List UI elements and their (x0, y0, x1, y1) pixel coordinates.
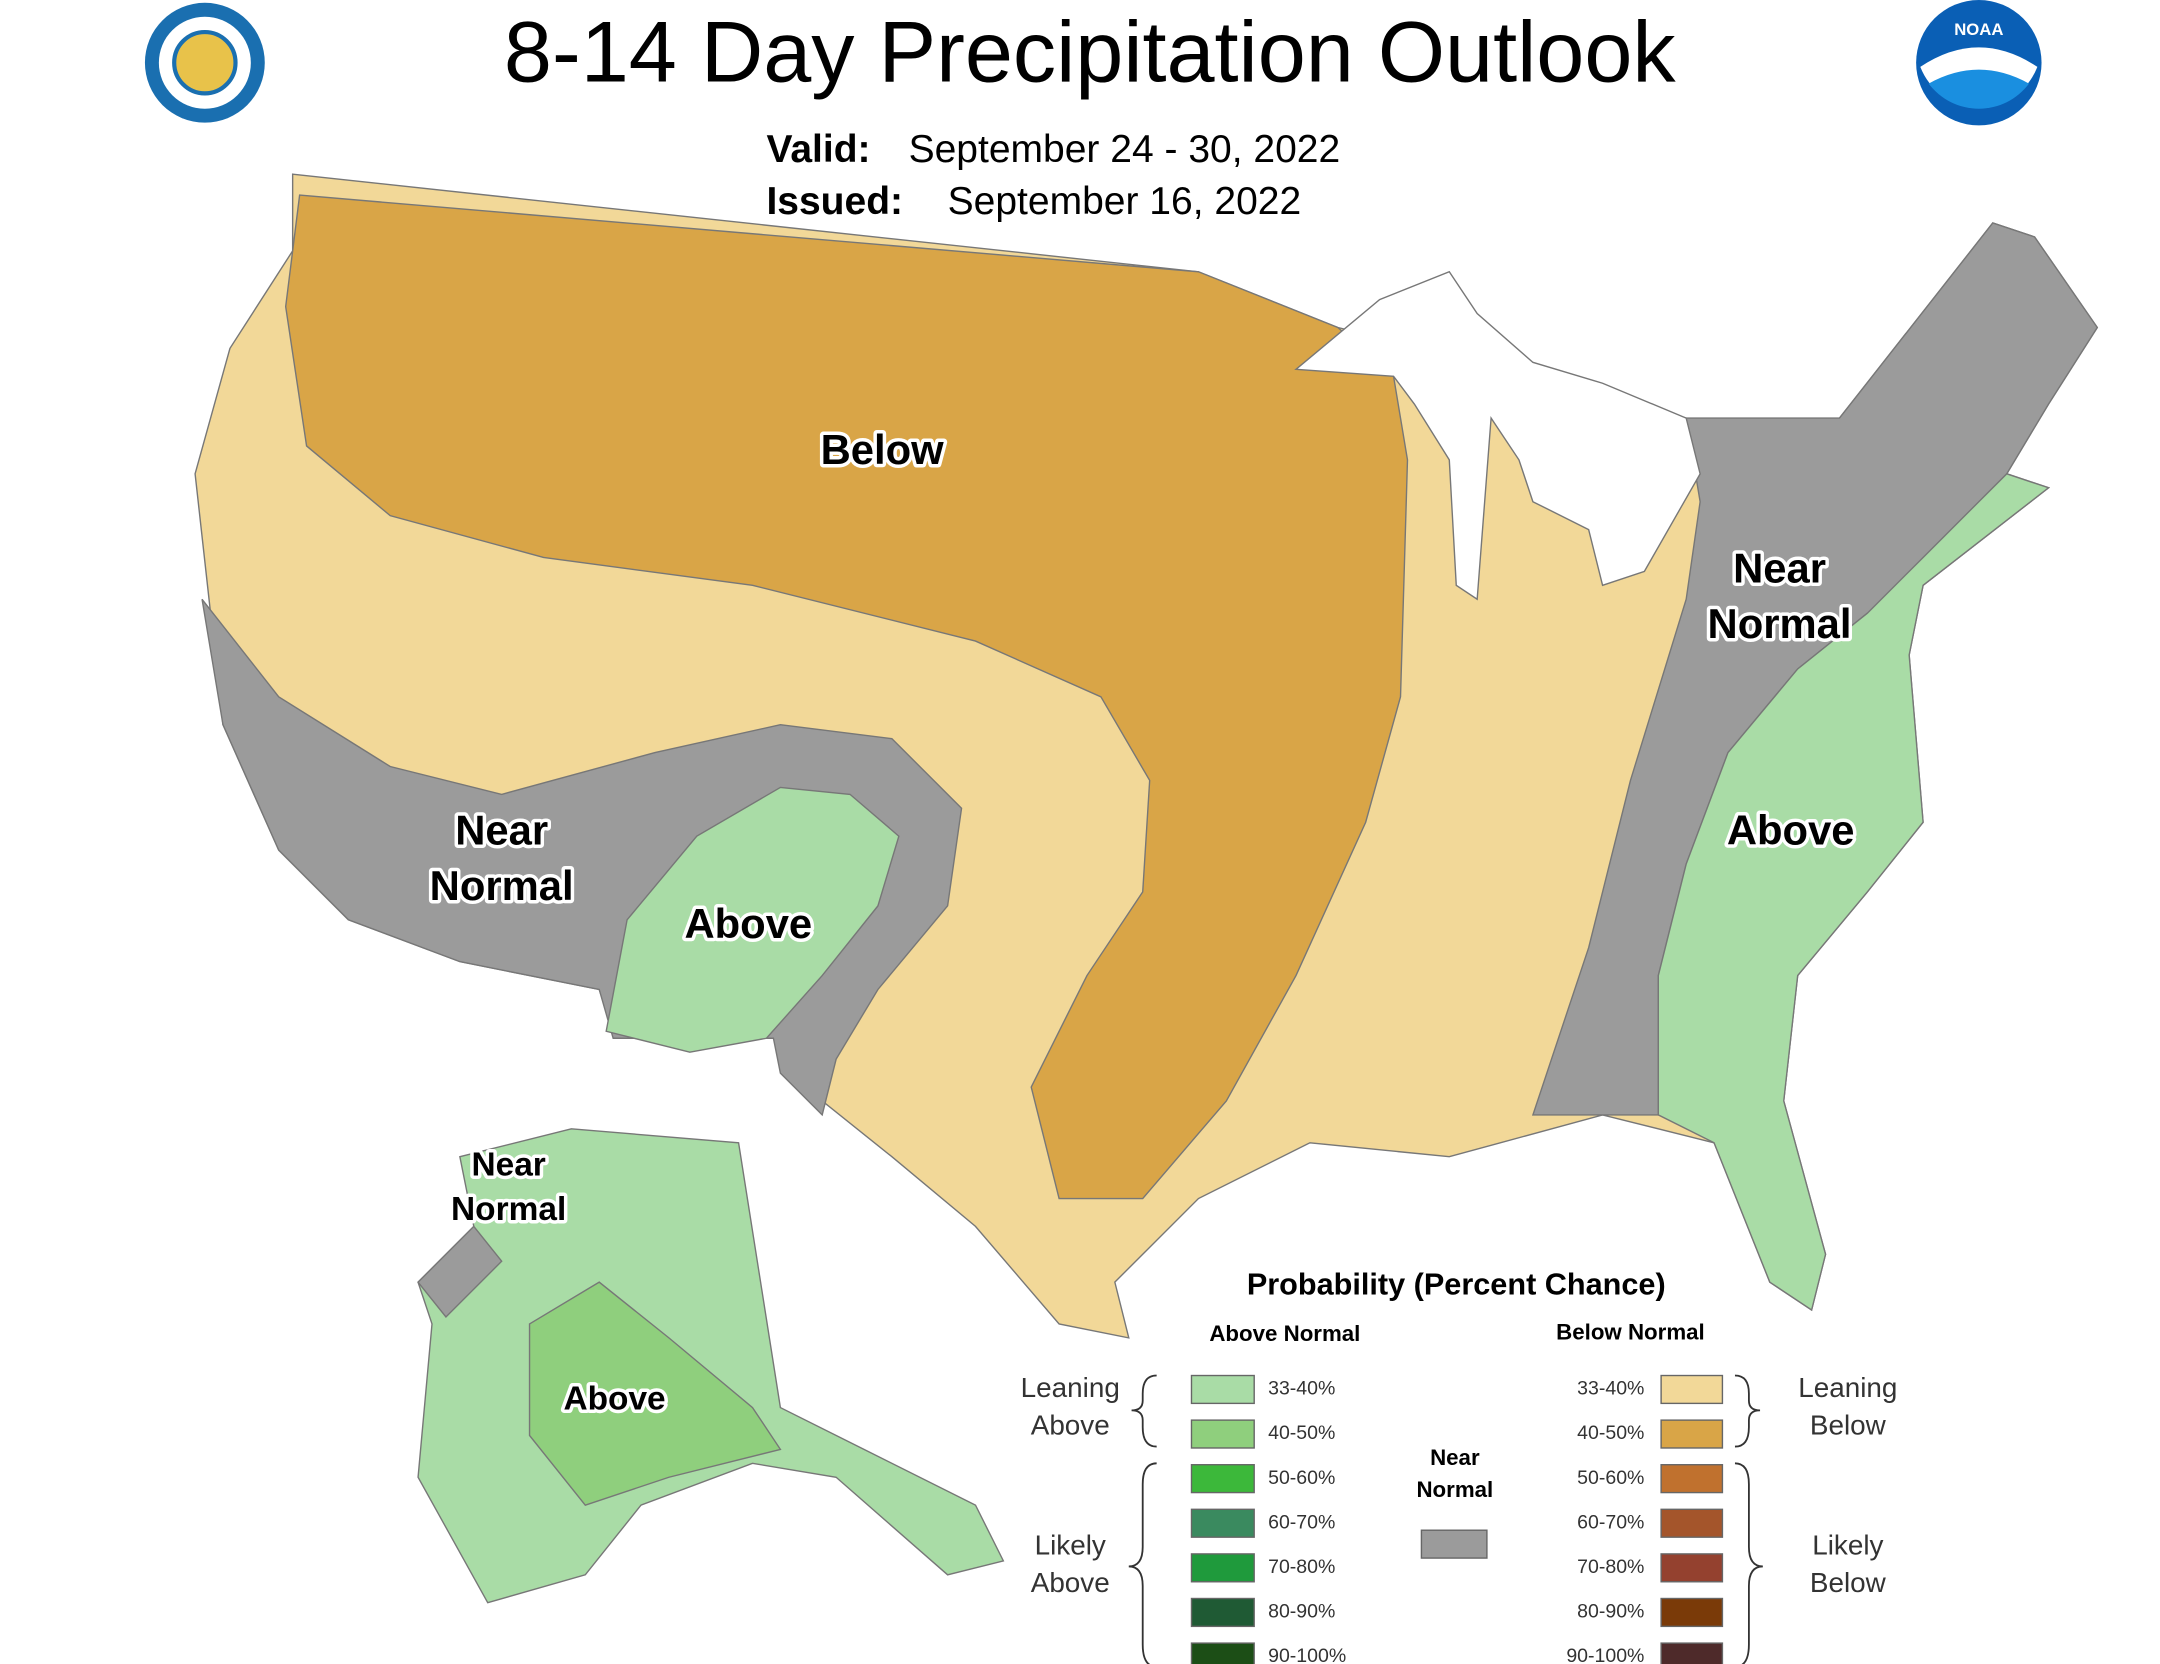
likely-below: Below (1810, 1567, 1887, 1598)
valid-label: Valid: (766, 128, 870, 171)
region-label: Near (1733, 544, 1826, 591)
alaska-above-light (417, 1128, 1005, 1604)
below-range: 80-90% (1577, 1601, 1644, 1623)
above-swatch (1190, 1464, 1255, 1494)
likely-above: Above (1031, 1567, 1110, 1598)
below-swatch (1660, 1508, 1724, 1538)
above-range: 40-50% (1268, 1422, 1335, 1444)
above-heading: Above Normal (1209, 1321, 1360, 1346)
below-range: 70-80% (1577, 1556, 1644, 1578)
above-swatch (1190, 1597, 1255, 1628)
doc-logo (144, 2, 265, 123)
below-swatch (1660, 1374, 1724, 1405)
above-range: 60-70% (1268, 1511, 1335, 1533)
region-label: Below (821, 426, 945, 473)
above-swatch (1190, 1374, 1255, 1405)
region-label: Above (1727, 806, 1855, 853)
region-label: Above (684, 900, 812, 947)
below-range: 50-60% (1577, 1467, 1644, 1489)
below-heading: Below Normal (1556, 1320, 1705, 1345)
above-swatch (1190, 1553, 1255, 1583)
below-range: 33-40% (1577, 1378, 1644, 1400)
issued-date: September 16, 2022 (948, 180, 1302, 223)
above-range: 50-60% (1268, 1467, 1335, 1489)
above-range: 90-100% (1268, 1645, 1346, 1664)
below-region (284, 194, 1409, 1200)
valid-dates: September 24 - 30, 2022 (909, 128, 1341, 171)
above-swatch (1190, 1508, 1255, 1538)
region-label: Normal (1708, 600, 1852, 647)
near-normal-swatch (1420, 1529, 1488, 1559)
leaning-above: Leaning (1021, 1372, 1120, 1403)
below-range: 40-50% (1577, 1422, 1644, 1444)
likely-below: Likely (1812, 1529, 1883, 1560)
brace (1734, 1374, 1761, 1448)
region-label: Normal (451, 1191, 566, 1228)
below-swatch (1660, 1597, 1724, 1628)
above-east (1657, 473, 2050, 1312)
brace (1734, 1462, 1763, 1664)
leaning-above: Above (1031, 1409, 1110, 1440)
region-label: Normal (430, 862, 574, 909)
above-range: 33-40% (1268, 1378, 1335, 1400)
above-range: 70-80% (1268, 1556, 1335, 1578)
below-swatch (1660, 1419, 1724, 1449)
above-southwest (605, 786, 900, 1053)
below-swatch (1660, 1464, 1724, 1494)
below-swatch (1660, 1642, 1724, 1664)
region-label: Near (455, 806, 548, 853)
alaska-near-normal (417, 1225, 503, 1319)
legend: Probability (Percent Chance) Above Norma… (1021, 1267, 1897, 1664)
region-label: Above (563, 1380, 665, 1417)
above-swatch (1190, 1642, 1255, 1664)
brace (1131, 1374, 1157, 1448)
issued-label: Issued: (766, 180, 903, 223)
legend-title: Probability (Percent Chance) (1247, 1267, 1666, 1301)
leaning-below: Below (1810, 1409, 1887, 1440)
title: 8-14 Day Precipitation Outlook (504, 4, 1676, 100)
region-label: Near (471, 1146, 545, 1183)
noaa-logo: NOAA (1916, 0, 2042, 126)
above-range: 80-90% (1268, 1601, 1335, 1623)
below-range: 90-100% (1566, 1645, 1644, 1664)
near-normal-label: Near (1430, 1445, 1480, 1470)
below-swatch (1660, 1553, 1724, 1583)
likely-above: Likely (1035, 1529, 1106, 1560)
logo-text: NOAA (1954, 20, 2003, 39)
below-range: 60-70% (1577, 1511, 1644, 1533)
near-normal-label: Normal (1416, 1477, 1493, 1502)
map-labels: Below Near Normal Above Near Normal Above Near N… (426, 422, 1858, 1420)
brace (1128, 1462, 1157, 1664)
great-lakes (1294, 270, 1701, 601)
above-swatch (1190, 1419, 1255, 1449)
alaska-above (528, 1281, 782, 1506)
leaning-below: Leaning (1798, 1372, 1897, 1403)
